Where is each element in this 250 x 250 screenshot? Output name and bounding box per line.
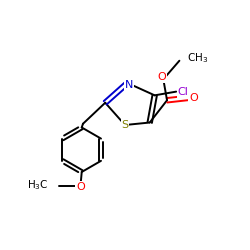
Text: N: N [124,80,133,90]
Text: O: O [158,72,166,82]
Text: O: O [76,182,85,192]
Text: CH$_3$: CH$_3$ [187,51,208,65]
Text: H$_3$C: H$_3$C [27,179,48,192]
Text: Cl: Cl [178,86,188,97]
Text: S: S [122,120,128,130]
Text: O: O [189,93,198,103]
